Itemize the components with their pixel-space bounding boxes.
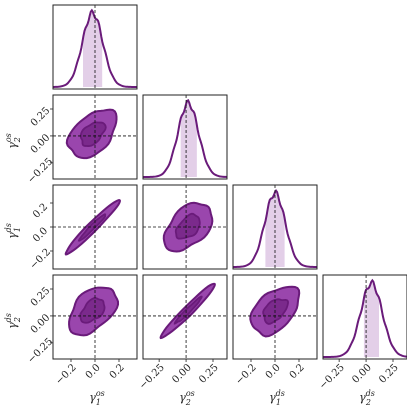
panel-2-0: 0.2 0.0 −0.2 — [28, 184, 138, 272]
panel-frame-3-3 — [322, 274, 407, 360]
panel-3-1: −0.25 0.00 0.25 — [137, 274, 228, 392]
x-axis-label-3: γds 2 — [359, 389, 375, 407]
panel-2-2 — [232, 184, 318, 270]
marginal-density-3 — [323, 278, 407, 358]
contour-inner-1-0 — [79, 121, 107, 147]
panel-frame-2-2 — [232, 184, 318, 270]
panel-frame-3-1 — [142, 274, 228, 360]
y-tick-label-3-1: 0.00 — [29, 312, 53, 336]
x-tick-label-3-2: 0.25 — [377, 362, 401, 386]
y-tick-label-3-0: 0.25 — [29, 285, 53, 309]
y-axis-label-3: γds2 — [4, 313, 22, 329]
marginal-ci-band-0 — [83, 13, 103, 87]
x-axis-label-0: γos 1 — [89, 389, 105, 407]
panel-2-1 — [142, 184, 228, 270]
y-tick-label-1-0: 0.25 — [29, 105, 53, 129]
x-tick-label-1-0: −0.25 — [137, 362, 166, 391]
x-tick-label-0-1: 0.0 — [84, 362, 103, 381]
y-tick-label-2-2: −0.2 — [28, 247, 53, 272]
x-tick-label-2-0: −0.2 — [234, 362, 259, 387]
x-tick-label-2-2: 0.2 — [288, 362, 307, 381]
panel-frame-0-0 — [52, 4, 138, 90]
contour-inner-3-1 — [173, 295, 203, 325]
x-axis-label-1: γos 2 — [179, 389, 195, 407]
x-tick-label-0-0: −0.2 — [54, 362, 79, 387]
panel-frame-1-0 — [52, 94, 138, 180]
panel-3-0: 0.25 0.00−0.25−0.2 0.0 0.2 — [26, 274, 138, 387]
x-tick-label-3-1: 0.00 — [350, 362, 374, 386]
y-tick-label-1-1: 0.00 — [29, 132, 53, 156]
marginal-density-1 — [143, 98, 227, 178]
panel-1-0: 0.25 0.00−0.25 — [26, 94, 138, 186]
panel-3-2: −0.2 0.0 0.2 — [232, 274, 318, 387]
panel-3-3: −0.25 0.00 0.25 — [317, 274, 407, 392]
x-tick-label-2-1: 0.0 — [264, 362, 283, 381]
x-tick-label-0-2: 0.2 — [108, 362, 127, 381]
y-tick-label-2-0: 0.2 — [31, 202, 50, 221]
y-tick-label-1-2: −0.25 — [26, 156, 55, 185]
x-axis-label-2: γds 1 — [269, 389, 285, 407]
y-axis-label-2: γds1 — [4, 223, 22, 239]
x-tick-label-1-1: 0.00 — [170, 362, 194, 386]
contour-inner-2-0 — [77, 213, 107, 242]
marginal-ci-band-3 — [363, 283, 379, 357]
panel-frame-2-1 — [142, 184, 228, 270]
marginal-ci-band-1 — [180, 103, 197, 177]
y-axis-label-1: γos2 — [4, 133, 22, 149]
y-tick-label-2-1: 0.0 — [31, 226, 50, 245]
x-tick-label-3-0: −0.25 — [317, 362, 346, 391]
panel-1-1 — [142, 94, 228, 180]
x-tick-label-1-2: 0.25 — [197, 362, 221, 386]
panel-frame-1-1 — [142, 94, 228, 180]
panel-0-0 — [52, 4, 138, 90]
contour-inner-3-0 — [79, 297, 106, 324]
y-tick-label-3-2: −0.25 — [26, 336, 55, 365]
